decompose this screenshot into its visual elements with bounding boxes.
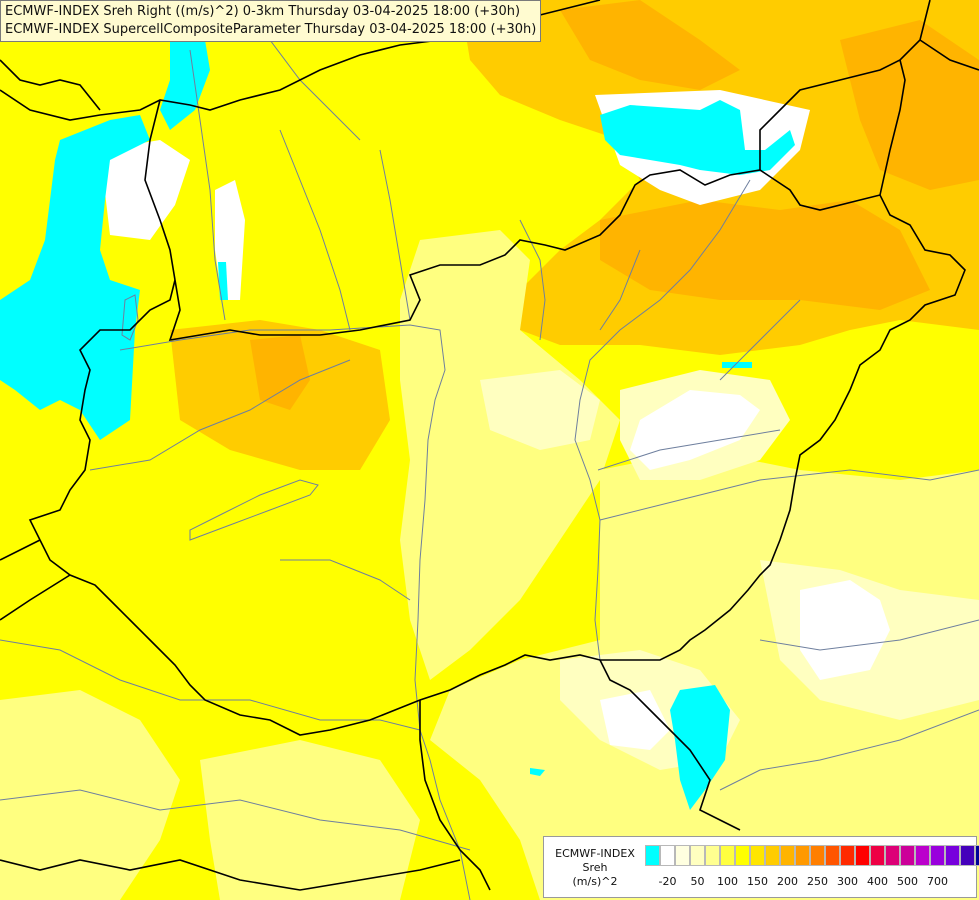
river-lake-balaton (189, 479, 319, 541)
legend-swatch-13 (840, 845, 855, 866)
sreh-field-light-center (400, 230, 620, 680)
legend-swatch-3 (690, 845, 705, 866)
legend-tick-6: 300 (837, 875, 858, 888)
border-ukraine-east (879, 59, 906, 196)
river-lake-neusiedl (121, 294, 139, 341)
legend-swatch-7 (750, 845, 765, 866)
legend-swatch-10 (795, 845, 810, 866)
legend-color-swatches (645, 845, 979, 866)
legend-swatch-22 (975, 845, 979, 866)
border-slovakia-austria (144, 99, 176, 281)
river-tisza (574, 179, 751, 661)
map-title-line-1: ECMWF-INDEX Sreh Right ((m/s)^2) 0-3km T… (5, 4, 521, 19)
legend-title-line-3: (m/s)^2 (572, 875, 618, 888)
legend-tick-5: 250 (807, 875, 828, 888)
sreh-field-white-southeast (800, 580, 890, 680)
legend-swatch-1 (660, 845, 675, 866)
river-koros (597, 429, 781, 471)
sreh-field-cyan-northwest-strip (160, 40, 210, 130)
legend-swatch-9 (780, 845, 795, 866)
sreh-field-white-northwest (100, 140, 190, 240)
legend-swatch-2 (675, 845, 690, 866)
river-east-b (759, 619, 979, 651)
border-north-east (919, 39, 979, 71)
river-small-1 (519, 219, 546, 341)
sreh-field-cyan-small-spot (722, 362, 752, 368)
legend-swatch-12 (825, 845, 840, 866)
sreh-field-pale-center (480, 370, 600, 450)
legend-swatch-21 (960, 845, 975, 866)
border-croatia-serbia (419, 700, 491, 891)
river-hron (379, 149, 411, 321)
legend-swatch-15 (870, 845, 885, 866)
map-title-box: ECMWF-INDEX Sreh Right ((m/s)^2) 0-3km T… (0, 0, 542, 42)
river-small-2 (599, 249, 641, 331)
river-danube (119, 324, 471, 900)
river-small-3 (719, 299, 801, 381)
legend-title: ECMWF-INDEX Sreh (m/s)^2 (546, 847, 644, 889)
legend-tick-1: 50 (690, 875, 705, 888)
legend-swatch-0 (645, 845, 660, 866)
legend-tick-2: 100 (717, 875, 738, 888)
border-croatia-bosnia (0, 859, 461, 891)
legend-swatch-16 (885, 845, 900, 866)
legend-swatch-8 (765, 845, 780, 866)
legend-title-line-1: ECMWF-INDEX (555, 847, 635, 860)
color-scale-legend: ECMWF-INDEX Sreh (m/s)^2 -20 50 100 150 200 2… (543, 836, 979, 898)
sreh-field-light-south (200, 740, 420, 900)
sreh-field-light-southeast (430, 450, 979, 900)
border-hungary (28, 169, 966, 736)
border-slovenia (0, 539, 71, 621)
sreh-field-cyan-west (0, 115, 150, 440)
river-sava (0, 789, 471, 851)
river-vah (279, 129, 351, 331)
sreh-field-deep-orange-east (600, 200, 930, 310)
legend-swatch-4 (705, 845, 720, 866)
sreh-field-white-south (600, 690, 670, 750)
legend-swatch-6 (735, 845, 750, 866)
river-east-a (719, 709, 979, 791)
legend-tick-0: -20 (658, 875, 677, 888)
legend-swatch-14 (855, 845, 870, 866)
border-romania-serbia (599, 659, 741, 831)
legend-title-line-2: Sreh (582, 861, 608, 874)
river-mures (599, 469, 979, 521)
legend-swatch-19 (930, 845, 945, 866)
legend-tick-labels: -20 50 100 150 200 250 300 400 500 700 (645, 875, 975, 891)
sreh-field-deep-orange-north (840, 20, 979, 190)
legend-swatch-20 (945, 845, 960, 866)
legend-tick-9: 700 (927, 875, 948, 888)
legend-tick-3: 150 (747, 875, 768, 888)
border-austria-czech (0, 59, 101, 111)
legend-tick-7: 400 (867, 875, 888, 888)
legend-tick-8: 500 (897, 875, 918, 888)
legend-swatch-11 (810, 845, 825, 866)
sreh-field-cyan-southeast (670, 685, 730, 810)
legend-tick-4: 200 (777, 875, 798, 888)
river-morava (189, 49, 226, 321)
border-ukraine (759, 0, 931, 170)
river-raab (89, 359, 351, 471)
legend-swatch-17 (900, 845, 915, 866)
legend-swatch-18 (915, 845, 930, 866)
sreh-field-cyan-northeast (600, 100, 795, 175)
map-title-line-2: ECMWF-INDEX SupercellCompositeParameter … (5, 22, 537, 37)
sreh-field-deep-orange (560, 0, 740, 90)
sreh-field-orange-west-core (250, 335, 310, 410)
legend-swatch-5 (720, 845, 735, 866)
river-sio (280, 559, 411, 601)
sreh-field-light-southwest (0, 690, 180, 900)
sreh-field-cyan-dot (530, 768, 545, 776)
